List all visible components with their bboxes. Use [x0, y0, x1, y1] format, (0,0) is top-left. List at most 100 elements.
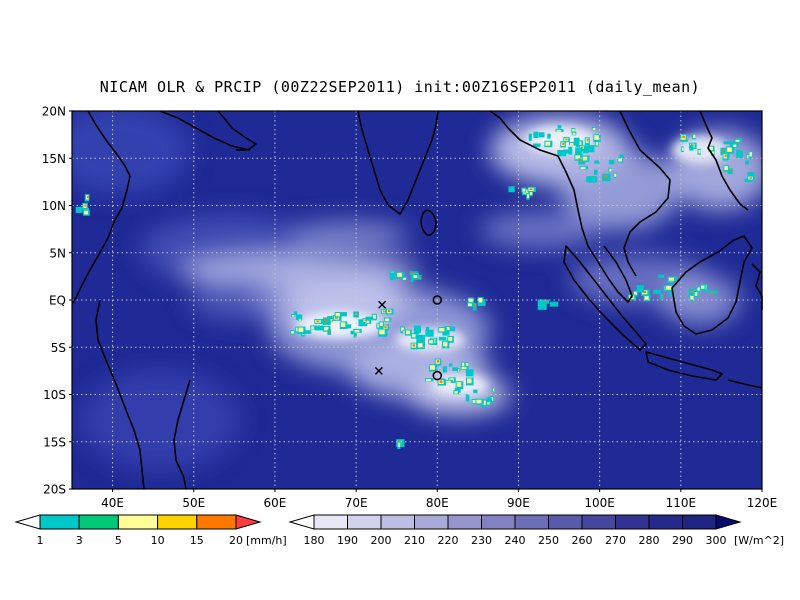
precip-cell: [633, 291, 637, 296]
precip-cell: [398, 442, 401, 448]
precip-cell: [465, 369, 474, 377]
colorbar-unit: [W/m^2]: [734, 534, 784, 547]
lon-tick-label: 60E: [264, 496, 287, 510]
precip-cell: [292, 314, 295, 317]
precip-cell: [609, 168, 612, 172]
colorbar-cell: [117, 514, 159, 530]
colorbar-label: 1: [37, 534, 44, 547]
precip-cell: [75, 206, 83, 213]
precip-cell: [744, 178, 753, 182]
precip-cell: [697, 287, 700, 291]
precip-cell: [436, 360, 440, 363]
precip-cell: [668, 277, 675, 281]
colorbar-label: 190: [337, 534, 358, 547]
lat-tick-label: 10S: [43, 388, 66, 402]
precip-cell: [293, 311, 298, 315]
precip-cell: [461, 366, 467, 370]
precip-cell: [84, 210, 89, 215]
precip-cell: [84, 204, 87, 207]
colorbar-label: 240: [505, 534, 526, 547]
precip-cell: [594, 160, 600, 164]
cross-marker: [374, 366, 383, 375]
precip-cell: [425, 329, 434, 337]
precip-cell: [723, 141, 732, 145]
precip-cell: [449, 326, 456, 332]
precip-cell: [698, 149, 701, 154]
precip-cell: [508, 186, 515, 193]
precip-cell: [690, 290, 693, 293]
colorbar-cell: [414, 514, 449, 530]
chart-title: NICAM OLR & PRCIP (00Z22SEP2011) init:00…: [99, 78, 701, 96]
lon-tick-label: 110E: [666, 496, 697, 510]
precip-cell: [545, 141, 551, 146]
grid-lines: [72, 111, 762, 489]
precip-cell: [486, 397, 492, 403]
precip-cell: [487, 401, 490, 405]
olr-legend: 180 190 200 210 220 230 240 250 260 270 280 290 300 […: [288, 514, 784, 547]
precip-cell: [619, 154, 624, 159]
coastlines: [71, 110, 763, 490]
precip-cell: [493, 389, 496, 391]
precip-cell: [442, 341, 448, 347]
precip-cell: [458, 369, 461, 372]
precip-cell: [400, 441, 405, 446]
precip-cell: [562, 149, 569, 154]
colorbar-cell: [313, 514, 348, 530]
precip-cell: [384, 318, 390, 322]
precip-cell: [416, 334, 426, 343]
colorbar-label: 300: [706, 534, 727, 547]
precip-cell: [538, 132, 545, 138]
precip-cell: [547, 133, 551, 139]
coast-arabia: [159, 110, 251, 151]
precip-cell: [429, 340, 433, 344]
precip-cell: [476, 399, 482, 404]
precip-cell: [468, 303, 472, 307]
precip-cell: [662, 295, 664, 298]
precip-cell: [568, 146, 573, 155]
colorbar-cell: [288, 514, 315, 530]
precip-cell: [735, 139, 740, 142]
precip-cell: [401, 327, 405, 332]
precip-cell: [700, 285, 705, 289]
lon-axis: 40E 50E 60E 70E 80E 90E 100E 110E 120E: [101, 489, 777, 510]
precip-cell: [452, 367, 459, 371]
precip-cell: [86, 195, 89, 199]
precip-cell: [472, 400, 477, 403]
precip-cell: [478, 298, 483, 303]
precip-cell: [562, 142, 565, 145]
colorbar-cell: [347, 514, 382, 530]
lat-tick-label: 15S: [43, 435, 66, 449]
precip-cell: [325, 318, 328, 322]
precip-cell: [565, 138, 568, 141]
precip-cell: [527, 194, 530, 199]
precip-cell: [438, 336, 447, 341]
precip-cell: [456, 382, 462, 387]
precip-cell: [653, 289, 662, 294]
coast-sri-lanka: [420, 209, 437, 237]
precip-cell: [727, 147, 732, 152]
precip-cell: [411, 334, 416, 338]
colorbar-label: 250: [538, 534, 559, 547]
precip-cell: [593, 169, 598, 175]
precip-cell: [379, 322, 383, 327]
coast-india: [357, 110, 439, 215]
precip-cell: [387, 310, 391, 313]
markers: [374, 295, 443, 381]
lon-tick-label: 90E: [507, 496, 530, 510]
precip-cell: [298, 318, 302, 321]
precip-cell: [354, 329, 360, 333]
precip-cell: [749, 152, 752, 157]
precip-cell: [529, 191, 533, 195]
precip-cell: [595, 142, 598, 146]
precip-cell: [429, 365, 436, 370]
precip-cell: [295, 314, 303, 321]
precip-cell: [736, 150, 744, 157]
coast-lesser-sunda: [727, 379, 763, 389]
precip-cell: [572, 132, 576, 135]
precip-cell: [557, 125, 562, 129]
precip-cell: [581, 145, 589, 154]
precip-cell: [658, 274, 664, 279]
precip-cell: [411, 272, 415, 275]
precip-cell: [364, 319, 366, 322]
precip-cell: [454, 391, 458, 394]
